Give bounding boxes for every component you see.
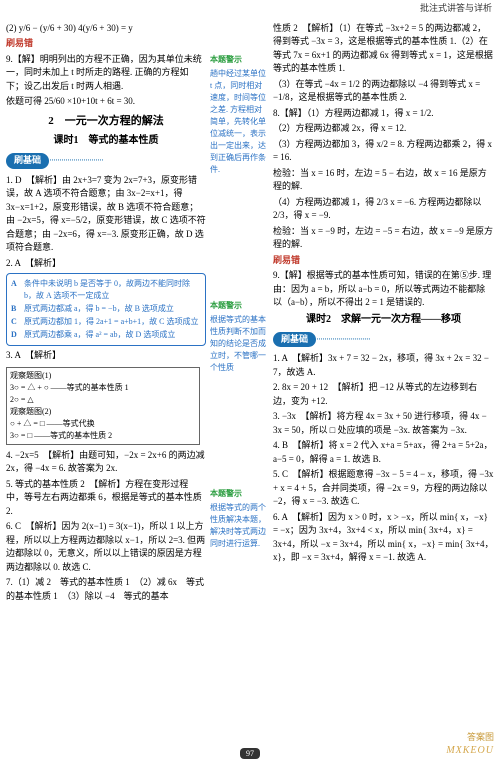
watermark-bottom: MXKEOU [446, 743, 494, 758]
rest-4: 4. −2x=5 【解析】由题可知，−2x = 2x+6 的两边减 2x，得 −… [6, 449, 206, 476]
r-top: 性质 2 【解析】（1）在等式 −3x+2 = 5 的两边都减 2，得到等式 −… [273, 22, 494, 76]
sub-title: 课时1 等式的基本性质 [6, 133, 206, 148]
cat2: 刷易错 [273, 254, 494, 268]
r-p8e: （4）方程两边都减 1，得 2/3 x = −6. 方程两边都除以 2/3，得 … [273, 196, 494, 223]
right-column: 性质 2 【解析】（1）在等式 −3x+2 = 5 的两边都减 2，得到等式 −… [273, 20, 494, 606]
box-txt-d: 原式两边都乘 a，得 a² = ab，故 D 选项成立 [24, 329, 175, 341]
rest-5: 5. 等式的基本性质 2 【解析】方程在变形过程中，等号左右两边都乘 6，根据是… [6, 478, 206, 519]
r-p9: 9.【解】根据等式的基本性质可知，错误的在第⑤步. 理由：因为 a = b，所以… [273, 269, 494, 310]
rest-7: 7.（1）减 2 等式的基本性质 1 （2）减 6x 等式的基本性质 1 （3）… [6, 576, 206, 603]
mini-r1a: 3○ = △ + ○ ——等式的基本性质 1 [10, 382, 129, 394]
category-label: 刷易错 [6, 37, 206, 51]
ri-2: 2. 8x = 20 + 12 【解析】把 −12 从等式的左边移到右边，变为 … [273, 381, 494, 408]
sub2: 课时2 求解一元一次方程——移项 [273, 312, 494, 327]
r-p3: （3）在等式 −4x = 1/2 的两边都除以 −4 得到等式 x = −1/8… [273, 78, 494, 105]
left-column: (2) y/6 − (y/6 + 30) 4(y/6 + 30) = y 刷易错… [6, 20, 206, 606]
section-title: 2 一元一次方程的解法 [6, 113, 206, 130]
ri-4: 4. B 【解析】将 x = 2 代入 x+a = 5+ax，得 2+a = 5… [273, 439, 494, 466]
rest-6: 6. C 【解析】因为 2(x−1) = 3(x−1)，所以 1 以上方程，所以… [6, 520, 206, 574]
box-txt-a: 条件中未说明 b 是否等于 0，故两边不能同时除 b，故 A 选项不一定成立 [24, 278, 201, 302]
box-txt-c: 原式两边都加 1，得 2a+1 = a+b+1，故 C 选项成立 [24, 316, 198, 328]
r-p8b: （2）方程两边都减 2x，得 x = 12. [273, 122, 494, 136]
r-p8c: （3）方程两边都加 3，得 x/2 = 8. 方程两边都乘 2，得 x = 16… [273, 138, 494, 165]
mini-diagram: 观察题图(1) 3○ = △ + ○ ——等式的基本性质 1 2○ = △ 观察… [6, 367, 200, 445]
item-2: 2. A 【解析】 [6, 257, 206, 271]
watermark-top: 答案图 [467, 731, 494, 745]
box-txt-b: 原式两边都减 a，得 b = −b，故 B 选项成立 [24, 303, 174, 315]
mini-r2: 2○ = △ [10, 394, 196, 406]
ri-1: 1. A 【解析】3x + 7 = 32 − 2x，移项，得 3x + 2x =… [273, 352, 494, 379]
mini-r0: 观察题图(1) [10, 370, 196, 382]
ri-3: 3. −3x 【解析】将方程 4x = 3x + 50 进行移项，得 4x − … [273, 410, 494, 437]
page-header: 批注式讲答与详析 [0, 0, 500, 16]
note1-label: 本题警示 [210, 54, 269, 66]
box-lbl-d: D [11, 329, 21, 341]
r-p8d: 检验：当 x = 16 时，左边 = 5 − 右边，故 x = 16 是原方程的… [273, 167, 494, 194]
dots [49, 155, 103, 165]
margin-notes: 本题警示 趟中经过某单位 t 点，同时相对速度，时间等位之差. 方程相对简单，先… [210, 20, 269, 606]
item-1: 1. D 【解析】由 2x+3=7 变为 2x=7+3，原变形错误，故 A 选项… [6, 174, 206, 255]
pill2: 刷基础 [273, 332, 316, 348]
page-footer: 97 [240, 748, 260, 760]
note3-label: 本题警示 [210, 488, 269, 500]
box-lbl-b: B [11, 303, 21, 315]
q9b-text: 依题可得 25/60 ×10+10t + 6t = 30. [6, 95, 206, 109]
note3: 根据等式的两个性质解决本题，解决时等式两边同时进行运算. [210, 502, 269, 550]
ri-6: 6. A 【解析】因为 x > 0 时，x > −x，所以 min{ x，−x}… [273, 511, 494, 565]
analysis-box: A条件中未说明 b 是否等于 0，故两边不能同时除 b，故 A 选项不一定成立 … [6, 273, 206, 346]
dots2 [316, 334, 370, 344]
mini-r3: 观察题图(2) [10, 406, 196, 418]
ri-5: 5. C 【解析】根据题意得 −3x − 5 = 4 − x，移项，得 −3x … [273, 468, 494, 509]
r-p8f: 检验：当 x = −9 时，左边 = −5 = 右边，故 x = −9 是原方程… [273, 225, 494, 252]
r-p8: 8.【解】（1）方程两边都减 1，得 x = 1/2. [273, 107, 494, 121]
q9-text: 9.【解】明明列出的方程不正确，因为其单位未统一，同时未加上 t 时所走的路程.… [6, 53, 206, 94]
note2-label: 本题警示 [210, 300, 269, 312]
pill-jichu: 刷基础 [6, 153, 49, 169]
equation-line: (2) y/6 − (y/6 + 30) 4(y/6 + 30) = y [6, 22, 206, 36]
page-number: 97 [240, 748, 260, 759]
note1: 趟中经过某单位 t 点，同时相对速度，时间等位之差. 方程相对简单，先转化单位减… [210, 68, 269, 176]
mini-r5: 3○ = □ ——等式的基本性质 2 [10, 430, 196, 442]
mini-r4a: ○ + △ = □ ——等式代换 [10, 418, 95, 430]
box-lbl-a: A [11, 278, 21, 290]
note2: 根据等式的基本性质判断不加而知的结论是否成立时，不管哪一个性质 [210, 314, 269, 374]
box-lbl-c: C [11, 316, 21, 328]
page-columns: (2) y/6 − (y/6 + 30) 4(y/6 + 30) = y 刷易错… [0, 16, 500, 610]
item-3: 3. A 【解析】 [6, 349, 206, 363]
